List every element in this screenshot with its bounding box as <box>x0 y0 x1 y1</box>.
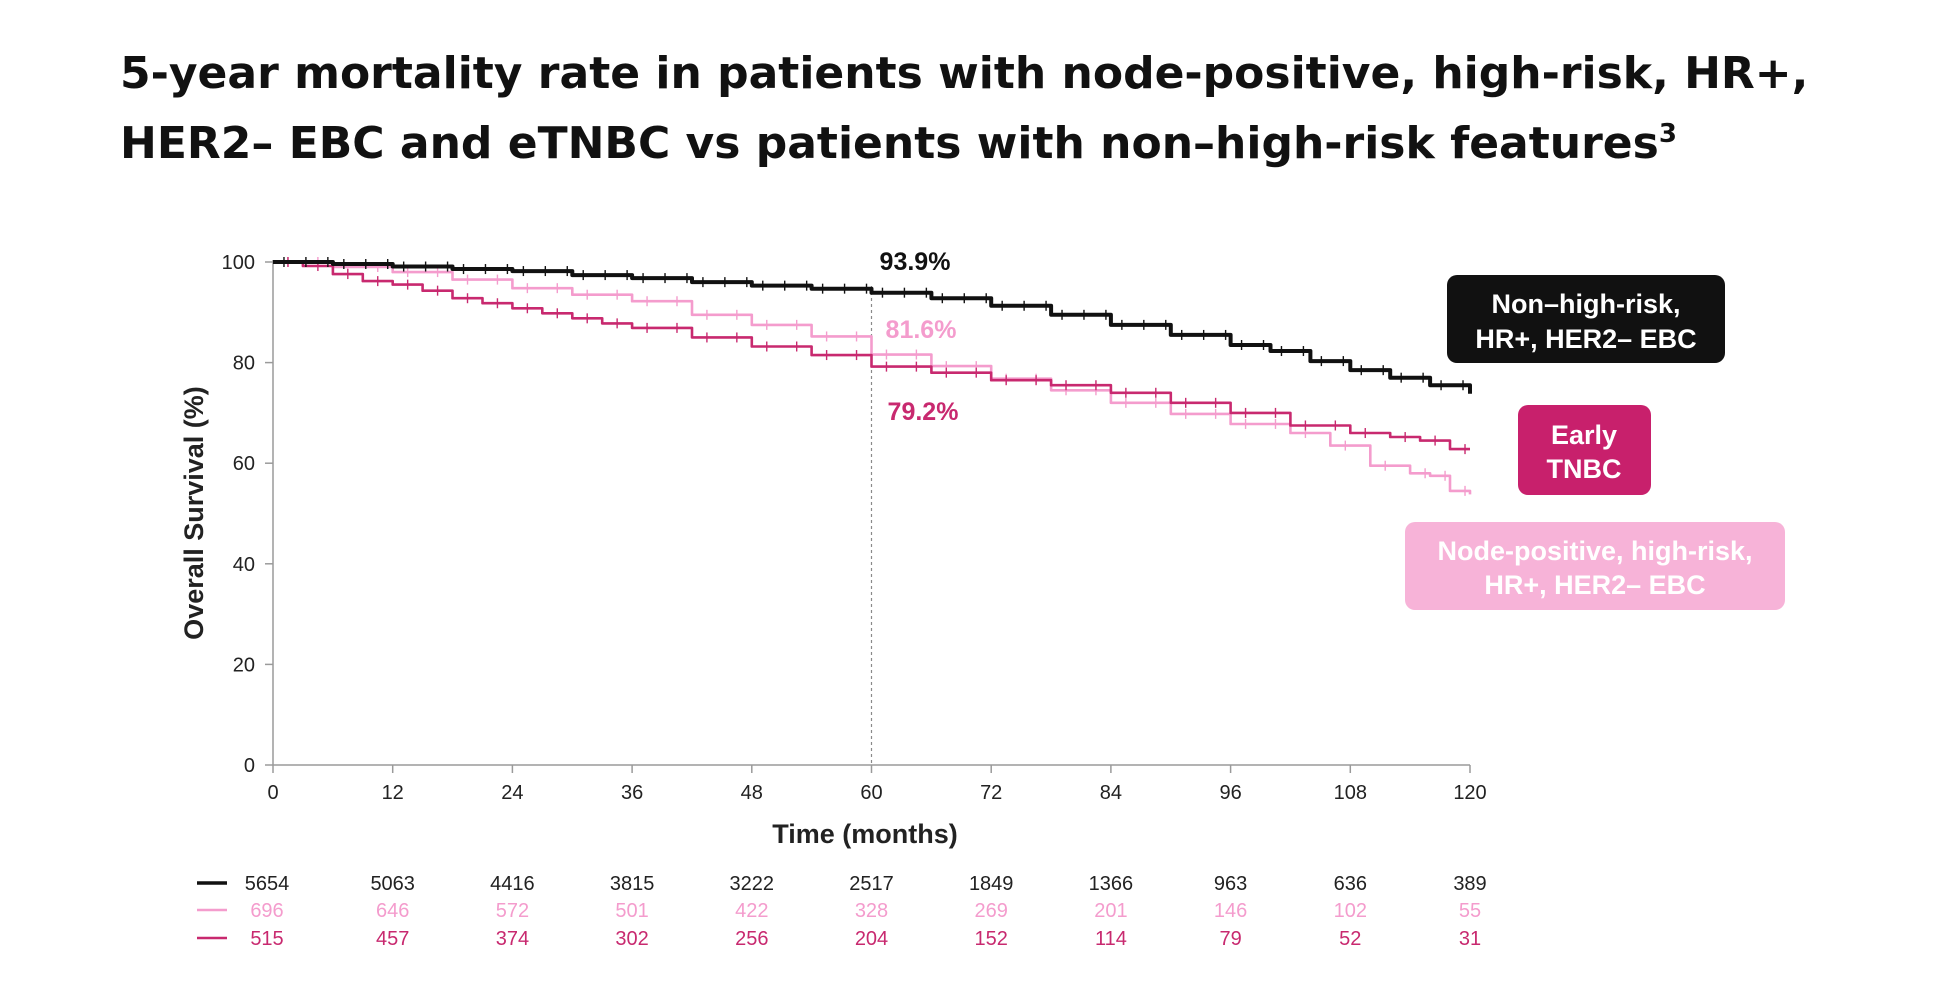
y-tick-label: 0 <box>244 755 255 777</box>
at-risk-value-black: 3222 <box>730 873 775 895</box>
at-risk-value-light: 55 <box>1459 900 1481 922</box>
x-tick-label: 84 <box>1100 782 1122 804</box>
annotation-magenta-60mo: 79.2% <box>888 398 959 426</box>
at-risk-value-black: 1366 <box>1089 873 1134 895</box>
page-title-text: 5-year mortality rate in patients with n… <box>120 48 1809 169</box>
legend-label-black: Non–high-risk, <box>1491 289 1680 319</box>
series-line-black <box>273 260 1472 394</box>
at-risk-value-magenta: 114 <box>1095 928 1127 950</box>
at-risk-value-light: 146 <box>1214 900 1247 922</box>
legend-label-magenta: TNBC <box>1547 454 1622 484</box>
y-axis-title: Overall Survival (%) <box>179 386 209 640</box>
x-axis-title: Time (months) <box>772 819 958 849</box>
at-risk-value-light: 646 <box>376 900 409 922</box>
x-tick-label: 48 <box>741 782 763 804</box>
at-risk-value-black: 963 <box>1214 873 1247 895</box>
y-tick-label: 20 <box>233 654 255 676</box>
at-risk-value-black: 5063 <box>370 873 415 895</box>
at-risk-value-black: 3815 <box>610 873 655 895</box>
legend-label-light: HR+, HER2– EBC <box>1484 570 1705 600</box>
at-risk-value-light: 501 <box>615 900 648 922</box>
legend-box-black <box>1447 275 1725 363</box>
legend-label-black: HR+, HER2– EBC <box>1475 324 1696 354</box>
y-tick-label: 60 <box>233 453 255 475</box>
x-tick-label: 96 <box>1219 782 1241 804</box>
series-line-light <box>273 260 1472 495</box>
at-risk-value-light: 328 <box>855 900 888 922</box>
x-tick-label: 60 <box>860 782 882 804</box>
x-tick-label: 72 <box>980 782 1002 804</box>
x-tick-label: 36 <box>621 782 643 804</box>
at-risk-value-light: 572 <box>496 900 529 922</box>
legend-box-light <box>1405 522 1785 610</box>
at-risk-value-magenta: 204 <box>855 928 888 950</box>
series-line-magenta <box>273 260 1470 451</box>
x-tick-label: 120 <box>1453 782 1486 804</box>
legend-label-magenta: Early <box>1551 420 1617 450</box>
at-risk-value-magenta: 256 <box>735 928 768 950</box>
at-risk-value-light: 201 <box>1094 900 1127 922</box>
at-risk-value-black: 1849 <box>969 873 1014 895</box>
x-tick-label: 0 <box>267 782 278 804</box>
at-risk-value-black: 4416 <box>490 873 535 895</box>
at-risk-value-magenta: 302 <box>615 928 648 950</box>
y-tick-label: 40 <box>233 554 255 576</box>
at-risk-value-black: 2517 <box>849 873 894 895</box>
at-risk-value-magenta: 515 <box>250 928 283 950</box>
at-risk-value-magenta: 31 <box>1459 928 1481 950</box>
at-risk-value-magenta: 374 <box>496 928 529 950</box>
at-risk-value-magenta: 457 <box>376 928 409 950</box>
at-risk-value-light: 696 <box>250 900 283 922</box>
at-risk-value-light: 422 <box>735 900 768 922</box>
y-tick-label: 100 <box>222 252 255 274</box>
x-tick-label: 108 <box>1334 782 1367 804</box>
at-risk-value-light: 102 <box>1334 900 1367 922</box>
at-risk-value-black: 636 <box>1334 873 1367 895</box>
title-reference-superscript: 3 <box>1658 119 1677 149</box>
legend-label-light: Node-positive, high-risk, <box>1437 536 1752 566</box>
annotation-light-60mo: 81.6% <box>886 316 957 344</box>
at-risk-value-magenta: 79 <box>1219 928 1241 950</box>
legend-box-magenta <box>1518 405 1651 495</box>
y-tick-label: 80 <box>233 353 255 375</box>
at-risk-value-black: 5654 <box>245 873 290 895</box>
at-risk-value-magenta: 152 <box>975 928 1008 950</box>
x-tick-label: 24 <box>501 782 523 804</box>
at-risk-value-magenta: 52 <box>1339 928 1361 950</box>
page-title: 5-year mortality rate in patients with n… <box>120 44 1880 174</box>
at-risk-value-light: 269 <box>975 900 1008 922</box>
at-risk-value-black: 389 <box>1453 873 1486 895</box>
x-tick-label: 12 <box>382 782 404 804</box>
annotation-black-60mo: 93.9% <box>880 248 951 276</box>
